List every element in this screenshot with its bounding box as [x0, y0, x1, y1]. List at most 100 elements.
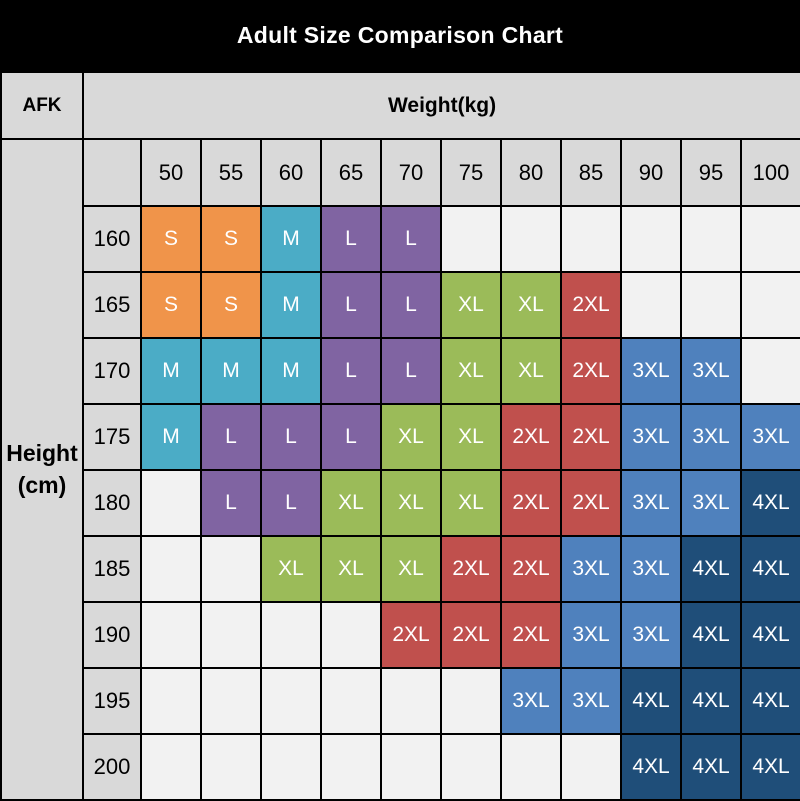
size-cell-4xl: 4XL	[739, 667, 800, 735]
size-cell-m: M	[260, 205, 322, 273]
row-header-190: 190	[82, 601, 142, 669]
row-header-160: 160	[82, 205, 142, 273]
size-cell-m: M	[260, 337, 322, 405]
empty-cell	[620, 205, 682, 273]
size-cell-4xl: 4XL	[739, 733, 800, 801]
column-header-50: 50	[140, 138, 202, 207]
column-header-65: 65	[320, 138, 382, 207]
table-row-185: 185 XL XL XL 2XL 2XL 3XL 3XL 4XL 4XL	[1, 535, 800, 603]
empty-cell	[560, 733, 622, 801]
size-cell-2xl: 2XL	[560, 469, 622, 537]
column-header-row: Height (cm) 50 55 60 65 70 75 80 85 90 95 100	[0, 138, 800, 801]
table-row-165: 165 S S M L L XL XL 2XL	[1, 271, 800, 339]
empty-cell	[500, 205, 562, 273]
size-cell-2xl: 2XL	[500, 403, 562, 471]
size-cell-3xl: 3XL	[620, 403, 682, 471]
size-cell-xl: XL	[500, 337, 562, 405]
column-header-95: 95	[680, 138, 742, 207]
size-cell-2xl: 2XL	[500, 535, 562, 603]
column-header-100: 100	[739, 138, 800, 207]
table-row-175: 175 M L L L XL XL 2XL 2XL 3XL 3XL 3XL	[1, 403, 800, 471]
empty-cell	[260, 667, 322, 735]
empty-cell	[260, 733, 322, 801]
size-cell-l: L	[380, 337, 442, 405]
size-cell-m: M	[140, 403, 202, 471]
table-row-170: 170 M M M L L XL XL 2XL 3XL 3XL	[1, 337, 800, 405]
table-row-180: 180 L L XL XL XL 2XL 2XL 3XL 3XL 4XL	[1, 469, 800, 537]
size-cell-2xl: 2XL	[500, 469, 562, 537]
size-cell-l: L	[380, 205, 442, 273]
size-cell-4xl: 4XL	[680, 601, 742, 669]
size-cell-2xl: 2XL	[440, 535, 502, 603]
row-header-165: 165	[82, 271, 142, 339]
size-cell-3xl: 3XL	[680, 337, 742, 405]
size-table-body: AFK Weight(kg) Height (cm) 50 55 60 65 70 75 80 85…	[0, 71, 800, 801]
size-cell-2xl: 2XL	[500, 601, 562, 669]
column-header-85: 85	[560, 138, 622, 207]
size-cell-xl: XL	[440, 469, 502, 537]
size-cell-l: L	[260, 469, 322, 537]
size-comparison-table: AFK Weight(kg) Height (cm) 50 55 60 65 70 75 80 85…	[0, 71, 800, 801]
corner-label: AFK	[0, 71, 84, 140]
table-row-200: 200 4XL 4XL 4XL	[1, 733, 800, 801]
row-header-170: 170	[82, 337, 142, 405]
size-cell-xl: XL	[380, 403, 442, 471]
column-header-70: 70	[380, 138, 442, 207]
size-cell-3xl: 3XL	[560, 601, 622, 669]
size-cell-2xl: 2XL	[440, 601, 502, 669]
empty-cell	[560, 205, 622, 273]
axis-header-row: AFK Weight(kg)	[0, 71, 800, 140]
size-cell-4xl: 4XL	[739, 601, 800, 669]
size-cell-s: S	[200, 205, 262, 273]
size-cell-4xl: 4XL	[739, 535, 800, 603]
empty-cell	[380, 667, 442, 735]
empty-cell	[200, 535, 262, 603]
size-cell-l: L	[320, 337, 382, 405]
size-cell-m: M	[200, 337, 262, 405]
size-cell-4xl: 4XL	[680, 733, 742, 801]
size-cell-3xl: 3XL	[620, 535, 682, 603]
empty-cell	[140, 469, 202, 537]
empty-cell	[739, 337, 800, 405]
size-cell-l: L	[200, 469, 262, 537]
table-row-190: 190 2XL 2XL 2XL 3XL 3XL 4XL 4XL	[1, 601, 800, 669]
size-cell-4xl: 4XL	[739, 469, 800, 537]
size-cell-3xl: 3XL	[620, 469, 682, 537]
empty-cell	[739, 205, 800, 273]
size-cell-xl: XL	[380, 469, 442, 537]
size-cell-3xl: 3XL	[560, 667, 622, 735]
empty-cell	[440, 733, 502, 801]
size-cell-3xl: 3XL	[680, 469, 742, 537]
size-cell-l: L	[320, 271, 382, 339]
size-cell-l: L	[380, 271, 442, 339]
size-cell-2xl: 2XL	[560, 271, 622, 339]
size-cell-s: S	[140, 205, 202, 273]
empty-cell	[620, 271, 682, 339]
size-cell-4xl: 4XL	[680, 535, 742, 603]
empty-cell	[260, 601, 322, 669]
size-cell-m: M	[260, 271, 322, 339]
empty-cell	[140, 733, 202, 801]
size-cell-l: L	[260, 403, 322, 471]
empty-cell	[739, 271, 800, 339]
size-cell-xl: XL	[380, 535, 442, 603]
size-cell-l: L	[200, 403, 262, 471]
row-header-195: 195	[82, 667, 142, 735]
empty-cell	[200, 733, 262, 801]
size-cell-2xl: 2XL	[560, 403, 622, 471]
empty-cell	[140, 601, 202, 669]
size-cell-3xl: 3XL	[620, 337, 682, 405]
row-header-180: 180	[82, 469, 142, 537]
column-header-60: 60	[260, 138, 322, 207]
size-cell-3xl: 3XL	[620, 601, 682, 669]
size-cell-xl: XL	[440, 337, 502, 405]
size-cell-l: L	[320, 403, 382, 471]
size-cell-2xl: 2XL	[560, 337, 622, 405]
row-header-200: 200	[82, 733, 142, 801]
size-cell-l: L	[320, 205, 382, 273]
size-cell-m: M	[140, 337, 202, 405]
empty-cell	[140, 667, 202, 735]
size-cell-3xl: 3XL	[560, 535, 622, 603]
size-cell-s: S	[140, 271, 202, 339]
spacer-cell	[82, 138, 142, 207]
